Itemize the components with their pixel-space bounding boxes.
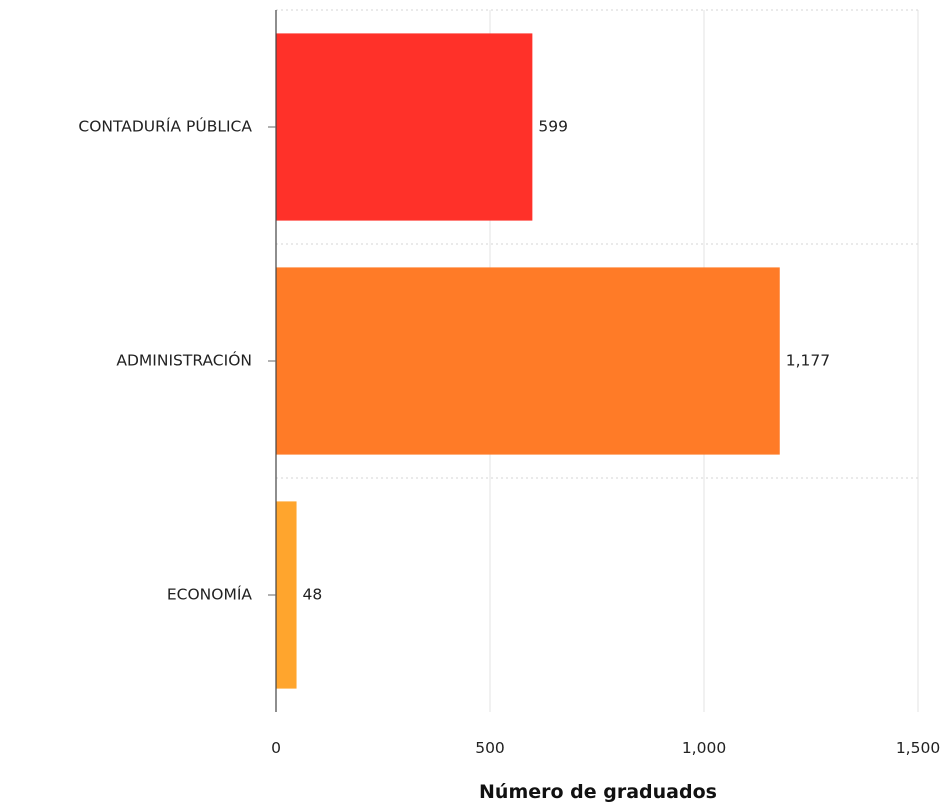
x-axis-title: Número de graduados (479, 781, 717, 803)
category-label: ECONOMÍA (167, 585, 253, 604)
data-label: 1,177 (786, 352, 830, 370)
bars (276, 33, 780, 689)
bar[interactable] (276, 501, 297, 689)
x-tick-label: 1,000 (682, 739, 726, 757)
value-labels: 599 1,177 48 (303, 118, 831, 604)
category-label: ADMINISTRACIÓN (116, 351, 252, 370)
grid (276, 9, 919, 712)
x-tick-label: 1,500 (896, 739, 940, 757)
data-label: 48 (303, 586, 323, 604)
x-tick-label: 500 (475, 739, 505, 757)
x-tick-label: 0 (271, 739, 281, 757)
data-label: 599 (538, 118, 568, 136)
category-label: CONTADURÍA PÚBLICA (78, 117, 252, 136)
bar[interactable] (276, 33, 533, 221)
axis-ticks: 0 500 1,000 1,500 (268, 126, 940, 757)
bar[interactable] (276, 267, 780, 455)
category-labels: CONTADURÍA PÚBLICA ADMINISTRACIÓN ECONOMÍA (78, 117, 252, 604)
